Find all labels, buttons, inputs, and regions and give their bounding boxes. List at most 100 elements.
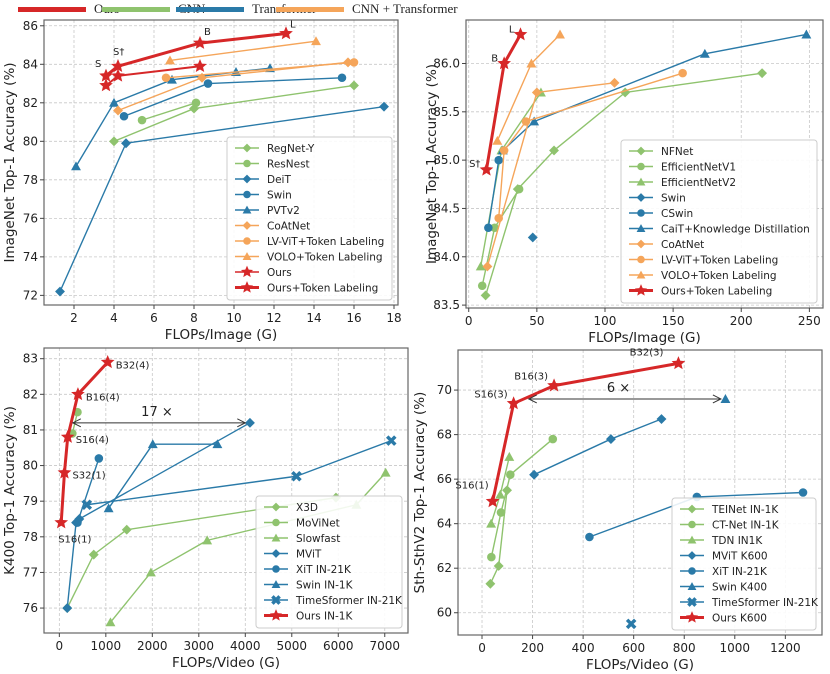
legend-entry: Slowfast — [264, 533, 340, 545]
series-line — [502, 33, 807, 151]
series-line — [486, 82, 615, 267]
legend-entry: Ours — [235, 265, 292, 279]
series-line — [123, 77, 343, 117]
grid — [458, 350, 822, 635]
series-volo-token-labeling — [165, 36, 321, 65]
data-point — [477, 281, 487, 291]
series-volo-token-labeling — [492, 29, 565, 145]
legend-label: LV-ViT+Token Labeling — [267, 236, 384, 248]
point-annotation: S16(4) — [76, 435, 109, 446]
x-tick-label: 1000 — [720, 641, 751, 655]
x-tick-label: 10 — [226, 311, 241, 325]
series-swin — [527, 232, 538, 243]
figure-legend: Ours CNN Transformer CNN + Transformer — [0, 0, 830, 18]
data-point — [349, 58, 359, 67]
legend-entry: X3D — [264, 502, 318, 514]
legend-marker — [272, 565, 280, 573]
legend-label: Slowfast — [296, 533, 340, 545]
legend-entry: CoAtNet — [629, 239, 704, 251]
x-axis-label: FLOPs/Image (G) — [588, 330, 700, 346]
x-tick-label: 0 — [465, 314, 473, 328]
data-point — [99, 68, 113, 82]
chart-sthv2: 0 200 400 600 800 1000 1200 60 62 64 66 68 70 FLOPs/V… — [412, 347, 823, 673]
data-point — [279, 26, 293, 40]
legend-entry: CoAtNet — [235, 221, 310, 233]
legend-box — [671, 497, 817, 631]
point-annotation: S† — [113, 47, 124, 58]
series-lv-vit-token-labeling — [161, 58, 359, 83]
legend-marker — [242, 143, 252, 153]
legend-marker — [637, 209, 645, 217]
legend-label: TimeSformer IN-21K — [711, 597, 819, 609]
legend-marker — [637, 255, 645, 264]
data-point — [349, 80, 359, 91]
series-tdn-in1k — [486, 451, 515, 528]
series-ours-in-1k — [54, 355, 115, 529]
legend-label: VOLO+Token Labeling — [267, 252, 383, 264]
legend-label: X3D — [296, 502, 318, 514]
legend-marker — [687, 597, 697, 607]
y-tick-label: 85.0 — [433, 153, 460, 167]
point-annotation: B32(3) — [630, 347, 664, 358]
series-line — [76, 458, 100, 523]
legend-label: PVTv2 — [267, 205, 300, 217]
legend-marker — [269, 609, 283, 621]
data-point — [291, 470, 302, 482]
data-point — [62, 603, 73, 614]
data-point — [197, 72, 207, 83]
y-tick-label: 77 — [23, 565, 38, 579]
plot-frame — [43, 19, 399, 306]
legend-label: VOLO+Token Labeling — [661, 270, 777, 282]
data-point — [55, 286, 65, 297]
legend-entry: CT-Net IN-1K — [680, 520, 780, 532]
data-point — [202, 535, 213, 545]
series-line — [165, 61, 355, 79]
plot-frame — [457, 349, 823, 636]
data-point — [109, 136, 119, 147]
legend-marker — [242, 252, 252, 261]
series-resnest — [137, 98, 201, 125]
data-point — [493, 561, 504, 571]
data-point — [490, 223, 499, 233]
legend-marker — [243, 237, 251, 245]
series-efficientnetv2 — [475, 87, 546, 271]
series-mvit-k600 — [529, 414, 667, 480]
series-line — [533, 418, 662, 476]
data-point — [109, 97, 119, 107]
y-axis-label: ImageNet Top-1 Accuracy (%) — [2, 62, 18, 262]
chart-legend: RegNet-Y ResNest DeiT Swin PVTv2 CoAtNet LV-Vi… — [226, 136, 393, 301]
point-annotation: B16(3) — [514, 372, 548, 383]
x-tick-label: 14 — [306, 311, 321, 325]
y-tick-label: 86.0 — [433, 56, 460, 70]
data-point — [494, 213, 503, 223]
x-tick-label: 5000 — [277, 639, 308, 653]
legend-entry: TimeSformer IN-21K — [680, 597, 819, 609]
arrow-head-right — [237, 418, 247, 428]
legend-label: MViT — [296, 549, 322, 561]
data-point — [504, 451, 515, 461]
legend-label: Ours+Token Labeling — [267, 283, 378, 295]
y-tick-label: 74 — [23, 250, 38, 264]
point-annotation: L — [509, 24, 515, 35]
legend-box — [255, 495, 403, 629]
legend-entry: LV-ViT+Token Labeling — [629, 255, 778, 267]
y-tick-label: 80 — [23, 459, 38, 473]
legend-label: XiT IN-21K — [712, 566, 768, 578]
series-ours-token-labeling — [479, 27, 528, 176]
x-tick-label: 200 — [730, 314, 753, 328]
data-point — [699, 48, 710, 58]
series-swin — [119, 73, 347, 121]
data-point — [521, 117, 531, 126]
series-xit-in-21k — [585, 488, 808, 542]
series-line — [169, 40, 317, 62]
data-point — [337, 73, 347, 83]
legend-label: Swin K400 — [712, 582, 767, 594]
y-tick-label: 84.5 — [433, 201, 460, 215]
legend-marker — [687, 535, 697, 544]
legend-label: TEINet IN-1K — [711, 504, 779, 516]
x-tick-label: 100 — [594, 314, 617, 328]
series-deit — [55, 101, 389, 297]
x-tick-label: 2 — [70, 311, 78, 325]
point-annotation: S16(1) — [455, 480, 488, 491]
